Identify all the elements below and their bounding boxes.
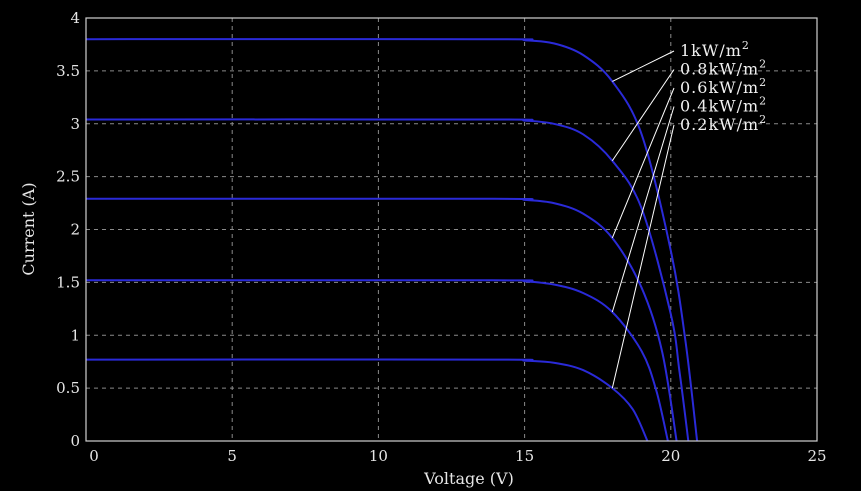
y-tick-label: 2 xyxy=(70,221,80,239)
legend-pointers xyxy=(611,50,675,389)
legend-entry-label: 0.2kW/m xyxy=(680,115,759,134)
iv-curve-series xyxy=(85,38,699,442)
legend-entry: 0.4kW/m2 xyxy=(680,95,767,116)
y-tick-label: 1.5 xyxy=(56,273,80,291)
grid-lines xyxy=(86,18,817,441)
x-axis-title: Voltage (V) xyxy=(423,469,514,488)
plot-frame xyxy=(85,17,818,442)
y-axis-title: Current (A) xyxy=(19,182,38,275)
legend-entry-superscript: 2 xyxy=(759,95,767,108)
y-tick-label: 0 xyxy=(70,432,80,450)
legend-pointer xyxy=(611,106,675,313)
x-tick-label: 10 xyxy=(369,447,388,465)
legend-entry: 1kW/m2 xyxy=(680,39,750,60)
legend-pointer xyxy=(612,50,675,82)
y-tick-label: 1 xyxy=(70,326,80,344)
legend-pointer xyxy=(611,87,675,239)
iv-curve-series xyxy=(85,197,678,442)
legend-entry: 0.2kW/m2 xyxy=(680,113,767,134)
legend-entry-label: 0.8kW/m xyxy=(680,60,759,79)
iv-curve-series xyxy=(85,279,669,442)
y-tick-label: 2.5 xyxy=(56,168,80,186)
legend-entry-superscript: 2 xyxy=(759,58,767,71)
legend-entry-label: 0.6kW/m xyxy=(680,78,759,97)
legend-entry-label: 1kW/m xyxy=(680,41,742,60)
y-tick-label: 4 xyxy=(70,9,80,27)
y-tick-label: 3.5 xyxy=(56,62,80,80)
legend-entry-superscript: 2 xyxy=(759,76,767,89)
legend-entry: 0.6kW/m2 xyxy=(680,76,767,97)
x-tick-label: 15 xyxy=(515,447,534,465)
x-tick-label: 20 xyxy=(661,447,680,465)
legend-pointer xyxy=(611,124,675,389)
y-tick-labels: 0 0.5 1 1.5 2 2.5 3 3.5 4 xyxy=(56,9,80,450)
iv-curve-series xyxy=(85,118,690,442)
legend-pointer xyxy=(611,69,675,162)
x-tick-labels: 0 5 10 15 20 25 xyxy=(89,447,826,465)
legend-entry-superscript: 2 xyxy=(759,113,767,126)
legend: 1kW/m20.8kW/m20.6kW/m20.4kW/m20.2kW/m2 xyxy=(680,39,767,134)
iv-curves xyxy=(85,38,699,442)
iv-curve-series xyxy=(85,358,649,442)
legend-entry: 0.8kW/m2 xyxy=(680,58,767,79)
legend-entry-label: 0.4kW/m xyxy=(680,97,759,116)
legend-entry-superscript: 2 xyxy=(742,39,750,52)
x-tick-label: 0 xyxy=(89,447,99,465)
x-tick-label: 25 xyxy=(807,447,826,465)
y-tick-label: 3 xyxy=(70,115,80,133)
y-tick-label: 0.5 xyxy=(56,379,80,397)
x-tick-label: 5 xyxy=(227,447,237,465)
